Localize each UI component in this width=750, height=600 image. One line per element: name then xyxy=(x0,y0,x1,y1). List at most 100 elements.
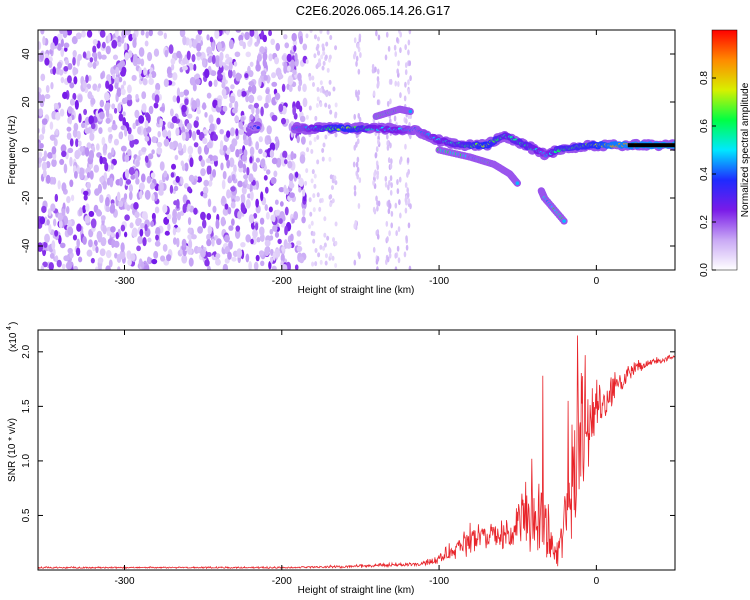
noise-cell xyxy=(227,68,233,79)
noise-cell xyxy=(114,30,119,38)
noise-cell xyxy=(202,102,207,110)
noise-cell xyxy=(268,30,272,37)
noise-cell xyxy=(202,129,209,135)
noise-cell xyxy=(82,236,87,245)
noise-cell xyxy=(84,215,91,224)
noise-cell xyxy=(151,258,158,265)
noise-streak-cell xyxy=(372,90,376,97)
noise-cell xyxy=(82,80,87,89)
noise-cell xyxy=(52,66,56,76)
noise-cell xyxy=(89,170,94,180)
noise-cell xyxy=(191,234,197,240)
noise-cell xyxy=(227,207,232,215)
noise-cell xyxy=(140,30,145,36)
noise-cell xyxy=(273,170,278,178)
noise-cell xyxy=(106,230,112,237)
noise-cell xyxy=(99,194,104,204)
noise-cell xyxy=(59,108,65,117)
noise-streak-cell xyxy=(403,95,407,102)
noise-cell xyxy=(102,225,107,235)
noise-cell xyxy=(176,211,181,221)
noise-cell xyxy=(191,99,198,110)
noise-cell xyxy=(329,109,333,115)
noise-streak-cell xyxy=(406,187,409,194)
noise-cell xyxy=(236,248,243,259)
noise-cell xyxy=(141,103,147,113)
noise-cell xyxy=(266,125,272,135)
noise-cell xyxy=(319,80,323,86)
noise-cell xyxy=(123,42,128,52)
noise-cell xyxy=(84,147,90,157)
noise-streak-cell xyxy=(407,79,410,86)
noise-streak-cell xyxy=(353,190,357,197)
noise-cell xyxy=(326,67,330,73)
noise-cell xyxy=(99,30,106,38)
noise-cell xyxy=(319,244,323,250)
noise-streak-cell xyxy=(387,157,391,164)
noise-cell xyxy=(105,265,111,270)
noise-cell xyxy=(189,76,196,86)
noise-cell xyxy=(69,179,74,188)
noise-cell xyxy=(265,94,270,105)
noise-streak-cell xyxy=(397,226,401,233)
noise-cell xyxy=(176,87,181,98)
noise-cell xyxy=(117,266,121,270)
noise-cell xyxy=(249,30,255,37)
noise-streak-cell xyxy=(374,152,378,159)
colorbar-tick-label: 0.8 xyxy=(699,71,710,85)
noise-cell xyxy=(91,52,97,58)
noise-cell xyxy=(314,247,318,253)
noise-streak-cell xyxy=(355,91,358,98)
noise-cell xyxy=(39,143,44,149)
noise-cell xyxy=(123,231,128,238)
noise-cell xyxy=(157,130,161,138)
noise-cell xyxy=(124,52,130,61)
noise-cell xyxy=(172,72,178,81)
noise-cell xyxy=(305,168,309,174)
noise-cell xyxy=(322,142,326,148)
noise-cell xyxy=(157,30,164,36)
noise-cell xyxy=(248,80,255,87)
noise-cell xyxy=(310,220,314,226)
noise-cell xyxy=(206,141,213,149)
noise-cell xyxy=(89,132,95,142)
noise-cell xyxy=(135,178,140,185)
noise-streak-cell xyxy=(409,75,412,82)
noise-cell xyxy=(89,57,94,63)
noise-cell xyxy=(62,30,68,39)
noise-cell xyxy=(44,233,50,244)
noise-cell xyxy=(164,49,169,58)
noise-cell xyxy=(141,211,148,220)
noise-cell xyxy=(43,150,48,160)
noise-cell xyxy=(78,207,83,217)
noise-cell xyxy=(206,92,212,99)
noise-cell xyxy=(319,259,323,265)
noise-cell xyxy=(41,161,48,171)
noise-streak-cell xyxy=(372,206,376,213)
noise-cell xyxy=(144,155,149,163)
noise-cell xyxy=(283,34,288,40)
noise-cell xyxy=(53,102,58,109)
noise-cell xyxy=(240,241,246,248)
noise-cell xyxy=(329,252,333,258)
noise-cell xyxy=(171,115,178,124)
noise-cell xyxy=(314,115,318,121)
noise-cell xyxy=(311,261,315,267)
noise-cell xyxy=(234,51,241,58)
noise-cell xyxy=(150,70,157,79)
noise-cell xyxy=(43,241,48,248)
noise-cell xyxy=(175,175,180,183)
noise-streak-cell xyxy=(388,202,392,209)
noise-cell xyxy=(311,169,315,175)
noise-cell xyxy=(66,75,72,84)
noise-cell xyxy=(180,176,184,185)
noise-cell xyxy=(206,213,212,221)
noise-cell xyxy=(117,102,122,112)
noise-cell xyxy=(269,149,275,158)
spectrogram-cells xyxy=(38,30,675,270)
noise-cell xyxy=(322,60,326,66)
noise-cell xyxy=(96,209,102,216)
noise-cell xyxy=(72,56,76,66)
noise-streak-cell xyxy=(395,36,399,43)
noise-cell xyxy=(63,255,70,262)
